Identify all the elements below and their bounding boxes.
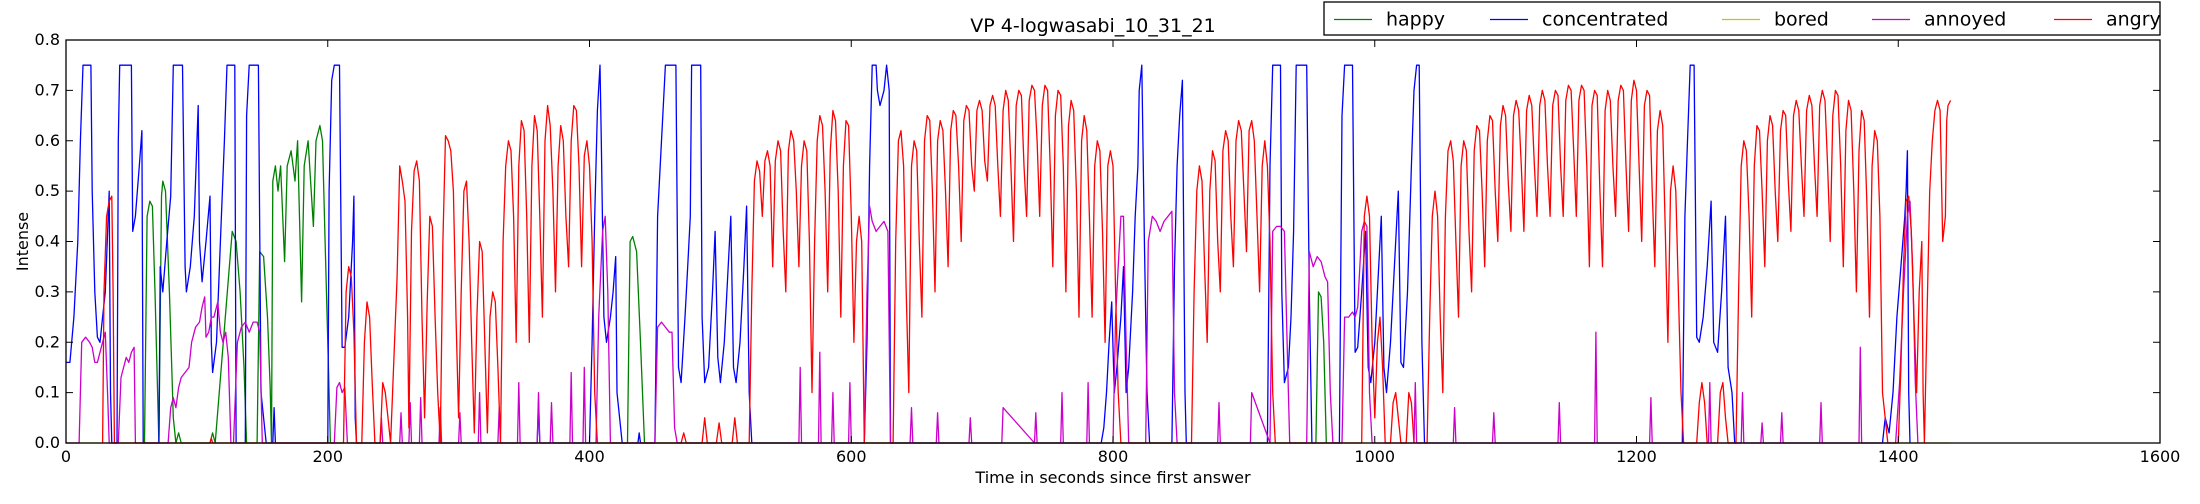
x-tick-label: 1200 (1616, 447, 1657, 466)
legend: happy concentrated bored annoyed angry (1323, 1, 2161, 36)
x-tick-label: 600 (836, 447, 867, 466)
x-axis: 0 200 400 600 800 1000 1200 1400 1600 (61, 40, 2180, 466)
series-line-angry (101, 79, 1952, 444)
x-axis-label: Time in seconds since first answer (974, 468, 1251, 487)
plot-frame (65, 39, 2161, 444)
series-line-concentrated (66, 64, 1911, 444)
legend-label-concentrated: concentrated (1542, 9, 1668, 31)
y-axis-label: Intense (13, 212, 32, 271)
y-tick-label: 0.0 (35, 433, 60, 452)
x-tick-label: 0 (61, 447, 71, 466)
legend-box (1323, 1, 2161, 36)
y-tick-label: 0.6 (35, 131, 60, 150)
legend-label-annoyed: annoyed (1924, 9, 2006, 31)
series-layer (66, 64, 1952, 444)
x-tick-label: 400 (574, 447, 605, 466)
y-tick-label: 0.2 (35, 332, 60, 351)
series-line-happy (143, 124, 1327, 444)
y-tick-label: 0.4 (35, 232, 60, 251)
legend-label-bored: bored (1774, 9, 1829, 31)
y-tick-label: 0.8 (35, 30, 60, 49)
chart-title: VP 4-logwasabi_10_31_21 (970, 15, 1216, 37)
legend-label-happy: happy (1386, 9, 1445, 31)
y-tick-label: 0.3 (35, 282, 60, 301)
x-tick-label: 1400 (1878, 447, 1919, 466)
y-tick-label: 0.7 (35, 80, 60, 99)
y-axis: 0.0 0.1 0.2 0.3 0.4 0.5 0.6 0.7 0.8 (35, 30, 2160, 452)
y-tick-label: 0.1 (35, 383, 60, 402)
y-tick-label: 0.5 (35, 181, 60, 200)
x-tick-label: 1000 (1354, 447, 1395, 466)
x-tick-label: 1600 (2140, 447, 2181, 466)
x-tick-label: 200 (312, 447, 343, 466)
x-tick-label: 800 (1098, 447, 1129, 466)
legend-label-angry: angry (2106, 9, 2161, 31)
